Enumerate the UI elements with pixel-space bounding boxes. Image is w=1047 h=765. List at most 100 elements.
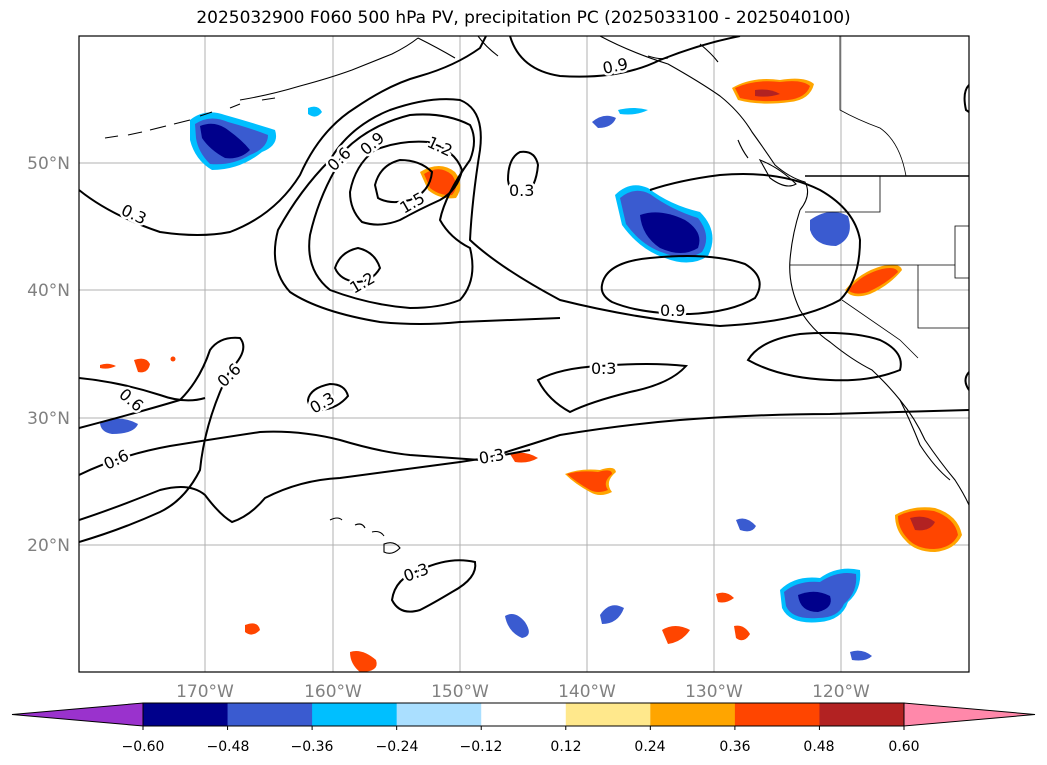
lon-label: 170°W [176, 682, 234, 702]
colorbar-segment [481, 703, 567, 726]
colorbar-segment [312, 703, 398, 726]
border [805, 176, 881, 213]
precip-negative-blob [505, 614, 529, 638]
pv-contour [536, 363, 689, 414]
precip-negative-blob [600, 605, 624, 624]
precip-positive-blob [734, 625, 750, 641]
pv-contour [308, 113, 475, 310]
border [841, 299, 919, 359]
colorbar-tick-label: 0.48 [803, 739, 834, 755]
pv-contour [964, 371, 969, 391]
pv-contour [333, 246, 382, 284]
coastline [758, 158, 797, 187]
pv-contour [79, 449, 531, 524]
lat-label: 50°N [27, 154, 70, 174]
precip-negative-blob [200, 123, 250, 159]
pv-contour [746, 331, 902, 382]
lon-label: 120°W [812, 682, 870, 702]
map-title: 2025032900 F060 500 hPa PV, precipitatio… [196, 8, 851, 28]
lon-label: 140°W [558, 682, 616, 702]
border [790, 264, 969, 329]
colorbar-tick-label: −0.36 [291, 739, 334, 755]
colorbar-segment [734, 703, 820, 726]
pv-contour [348, 140, 464, 226]
pv-contours [79, 36, 969, 613]
precip-negative-blob [308, 106, 322, 117]
precip-positive-blob [170, 356, 176, 362]
precip-positive-blob [350, 651, 377, 672]
colorbar-extend-low [11, 702, 144, 727]
lat-labels: 50°N 40°N 30°N 20°N [27, 154, 70, 556]
colorbar [11, 702, 1036, 730]
precip-positive-blob [716, 592, 734, 603]
colorbar-tick-label: 0.12 [550, 739, 581, 755]
precip-positive-blob [245, 623, 260, 635]
precip-negative-blob [618, 108, 648, 115]
pv-contour [79, 409, 969, 476]
precip-positive-blob [662, 626, 690, 644]
contour-label: 0.9 [660, 301, 685, 320]
coastline [599, 36, 809, 211]
colorbar-segment [227, 703, 313, 726]
precip-negative-blob [736, 518, 756, 532]
contour-label: 0.3 [591, 359, 616, 378]
contour-label: 0.3 [509, 181, 534, 200]
colorbar-ticks: −0.60 −0.48 −0.36 −0.24 −0.12 0.12 0.24 … [122, 739, 920, 755]
border [954, 225, 969, 279]
pv-contour [509, 36, 741, 78]
coastline [477, 36, 499, 57]
lon-label: 130°W [685, 682, 743, 702]
precip-negative-blob [798, 591, 831, 612]
pv-contour [506, 150, 540, 198]
precip-blobs [100, 78, 962, 672]
pv-contour [79, 36, 487, 236]
lon-label: 150°W [431, 682, 489, 702]
pv-contour [273, 159, 561, 325]
precip-positive-blob [755, 89, 780, 97]
lon-labels: 170°W 160°W 150°W 140°W 130°W 120°W [176, 682, 870, 702]
coastline [737, 139, 749, 159]
precip-positive-blob [848, 268, 898, 294]
precip-negative-blob [810, 211, 850, 246]
colorbar-tick-label: 0.60 [888, 739, 919, 755]
precip-positive-blob [567, 470, 612, 492]
pv-contour [600, 255, 761, 316]
colorbar-segment [565, 703, 651, 726]
pv-contour [373, 158, 434, 204]
pv-contour [79, 377, 206, 402]
colorbar-segment [396, 703, 482, 726]
colorbar-tick-label: −0.12 [460, 739, 503, 755]
colorbar-tick-label: 0.36 [719, 739, 750, 755]
pv-contour [306, 382, 350, 412]
precip-negative-blob [640, 212, 700, 253]
lat-label: 20°N [27, 536, 70, 556]
colorbar-segment [650, 703, 736, 726]
colorbar-segment [819, 703, 905, 726]
pv-contour [963, 84, 969, 113]
pv-contour [329, 98, 862, 328]
precip-positive-blob [134, 358, 150, 373]
precip-positive-blob [100, 363, 116, 369]
lat-label: 40°N [27, 281, 70, 301]
colorbar-tick-label: −0.60 [122, 739, 165, 755]
coastline [329, 517, 401, 554]
map-frame [78, 35, 970, 673]
colorbar-tick-label: −0.24 [376, 739, 419, 755]
coastline [239, 37, 456, 101]
lon-label: 160°W [304, 682, 362, 702]
precip-negative-blob [592, 115, 616, 128]
coastline [104, 97, 276, 139]
colorbar-outline [142, 702, 905, 727]
coastlines [104, 36, 969, 554]
coastline [789, 209, 969, 506]
gridlines [79, 36, 969, 672]
colorbar-tick-label: 0.24 [634, 739, 665, 755]
colorbar-segment [143, 703, 229, 726]
borders [790, 36, 969, 359]
colorbar-tick-label: −0.48 [207, 739, 250, 755]
colorbar-extend-high [903, 702, 1036, 727]
pv-contour [390, 559, 477, 613]
lat-label: 30°N [27, 409, 70, 429]
precip-positive-blob [910, 516, 935, 531]
